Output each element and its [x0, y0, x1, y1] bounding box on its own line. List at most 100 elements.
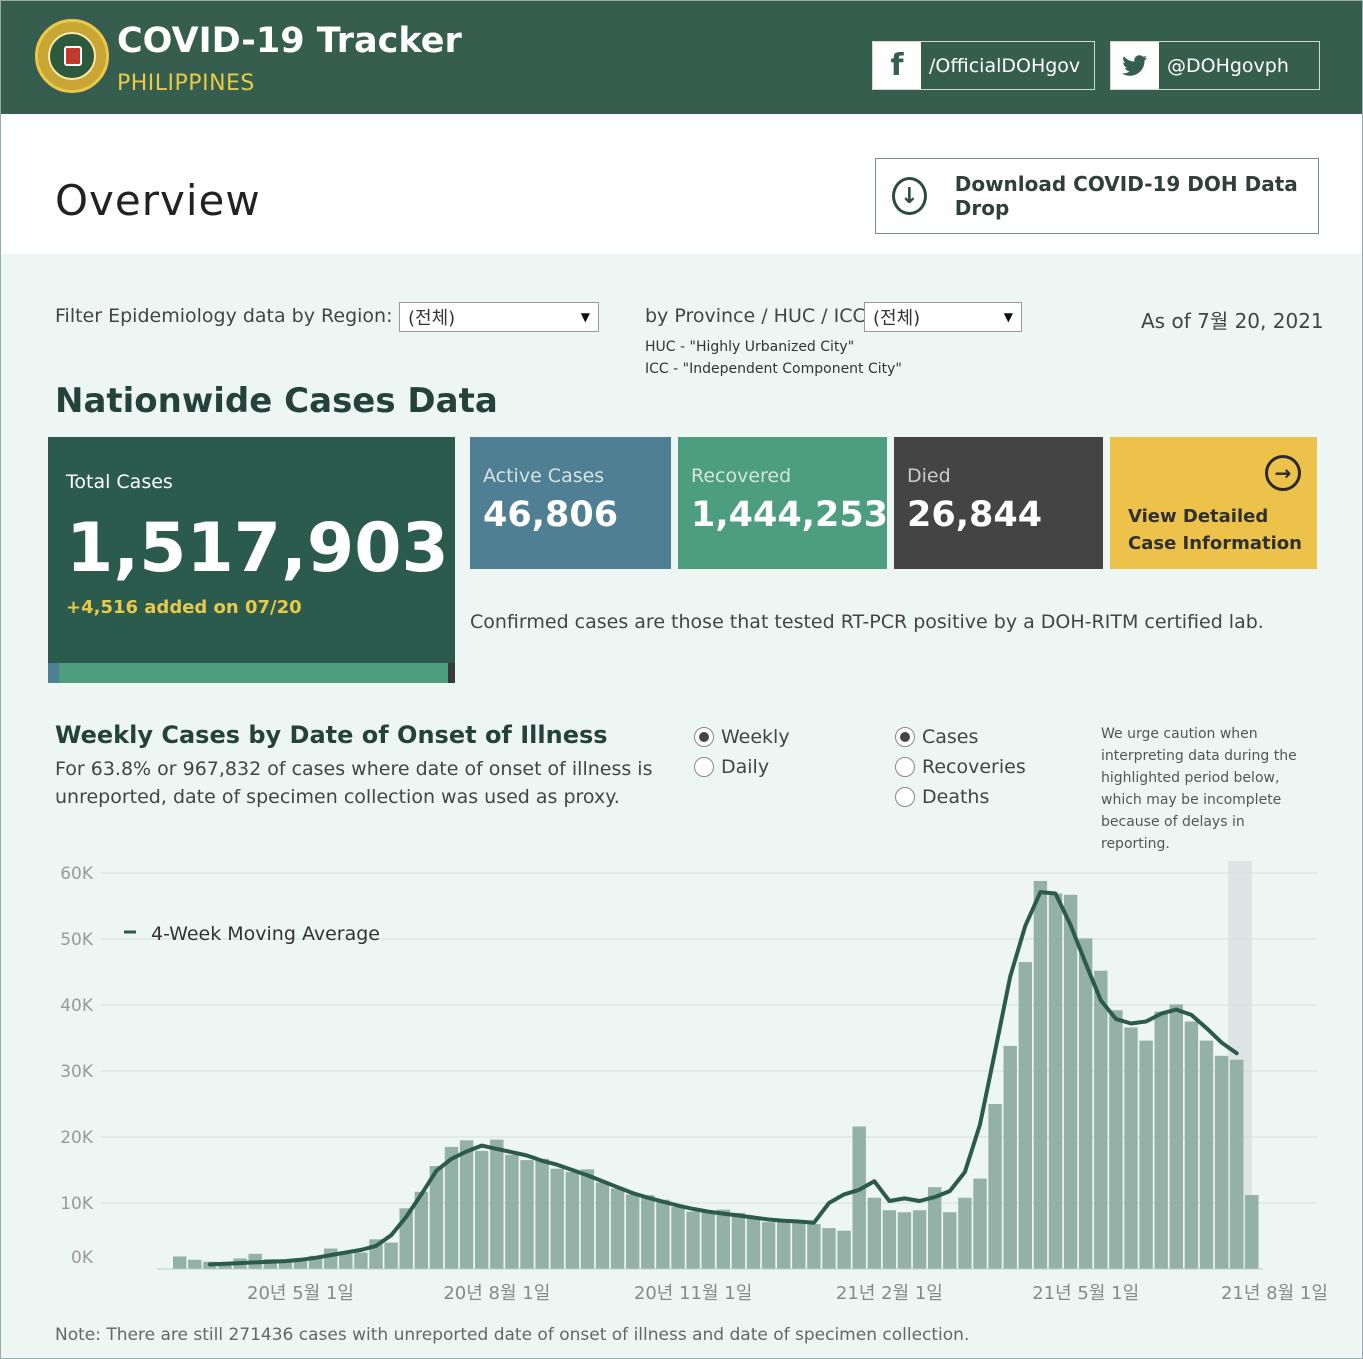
facebook-icon: f — [873, 42, 921, 89]
active-cases-label: Active Cases — [483, 465, 605, 487]
weekly-bar — [882, 1210, 897, 1269]
weekly-bar — [988, 1104, 1002, 1269]
weekly-bar — [595, 1182, 610, 1269]
radio-selected-icon — [895, 727, 915, 747]
arrow-right-circle-icon: → — [1265, 455, 1301, 491]
weekly-bar — [550, 1168, 564, 1269]
weekly-bar — [1124, 1027, 1138, 1269]
total-cases-label: Total Cases — [66, 471, 173, 493]
facebook-link[interactable]: f /OfficialDOHgov — [872, 41, 1095, 90]
x-tick-label: 21년 8월 1일 — [1221, 1283, 1328, 1304]
facebook-handle: /OfficialDOHgov — [929, 54, 1081, 77]
overview-band: Overview ↓ Download COVID-19 DOH Data Dr… — [1, 114, 1362, 254]
recovered-value: 1,444,253 — [691, 495, 889, 535]
weekly-bar — [1245, 1195, 1259, 1269]
weekly-bar — [1048, 893, 1063, 1269]
y-tick-label: 0K — [71, 1248, 94, 1268]
y-tick-label: 10K — [60, 1194, 94, 1214]
total-cases-card: Total Cases 1,517,903 +4,516 added on 07… — [48, 437, 455, 683]
recovered-card: Recovered 1,444,253 — [678, 437, 889, 569]
nationwide-title: Nationwide Cases Data — [55, 381, 498, 421]
dropdown-arrow-icon: ▼ — [580, 310, 590, 324]
radio-recoveries[interactable]: Recoveries — [895, 756, 1026, 778]
radio-selected-icon — [694, 727, 714, 747]
twitter-icon — [1111, 42, 1159, 89]
weekly-bar — [278, 1259, 293, 1269]
weekly-bar — [475, 1150, 489, 1269]
x-tick-label: 21년 5월 1일 — [1032, 1283, 1139, 1304]
weekly-cases-chart: 0K 10K 20K 30K 40K 50K 60K 4-Week Moving Averag… — [60, 861, 1328, 1304]
huc-note: HUC - "Highly Urbanized City" — [645, 339, 855, 355]
weekly-bar — [852, 1126, 866, 1269]
weekly-bar — [731, 1212, 746, 1269]
weekly-bar — [928, 1187, 942, 1269]
weekly-bar — [1109, 1010, 1123, 1269]
caution-note: We urge caution when interpreting data d… — [1101, 726, 1297, 852]
weekly-bar — [716, 1209, 730, 1269]
radio-unselected-icon — [694, 757, 714, 777]
x-tick-label: 20년 11월 1일 — [634, 1283, 752, 1304]
y-tick-label: 30K — [60, 1062, 94, 1082]
download-data-drop-button[interactable]: ↓ Download COVID-19 DOH Data Drop — [875, 158, 1319, 234]
weekly-bar — [1230, 1059, 1244, 1269]
x-tick-label: 20년 5월 1일 — [247, 1283, 354, 1304]
x-tick-label: 21년 2월 1일 — [836, 1283, 943, 1304]
confirmed-cases-note: Confirmed cases are those that tested RT… — [470, 611, 1264, 633]
twitter-link[interactable]: @DOHgovph — [1110, 41, 1320, 90]
radio-unselected-icon — [895, 787, 915, 807]
moving-average-line — [207, 890, 1239, 1267]
radio-daily[interactable]: Daily — [694, 756, 769, 778]
recovered-label: Recovered — [691, 465, 792, 487]
view-detailed-case-button[interactable]: → View Detailed Case Information — [1110, 437, 1317, 569]
weekly-bar — [490, 1139, 504, 1269]
province-filter-label: by Province / HUC / ICC: — [645, 305, 873, 327]
weekly-bar — [1018, 962, 1032, 1269]
weekly-bar — [414, 1191, 428, 1269]
total-cases-delta: +4,516 added on 07/20 — [66, 597, 302, 618]
weekly-bar — [686, 1211, 700, 1269]
weekly-bar — [1033, 880, 1048, 1269]
x-tick-label: 20년 8월 1일 — [443, 1283, 550, 1304]
weekly-bar — [1063, 894, 1078, 1269]
region-dropdown-value: (전체) — [408, 308, 456, 329]
weekly-bar — [701, 1210, 715, 1269]
case-breakdown-bar — [48, 663, 455, 683]
weekly-bar — [1199, 1040, 1214, 1269]
weekly-bar — [761, 1222, 776, 1269]
region-dropdown[interactable]: (전체) ▼ — [399, 302, 599, 332]
died-label: Died — [907, 465, 951, 487]
radio-weekly[interactable]: Weekly — [694, 726, 790, 748]
radio-deaths[interactable]: Deaths — [895, 786, 989, 808]
weekly-bar — [429, 1166, 444, 1269]
weekly-bar — [958, 1197, 972, 1269]
as-of-date: As of 7월 20, 2021 — [1141, 309, 1324, 333]
radio-recoveries-label: Recoveries — [922, 756, 1026, 778]
download-arrow-icon: ↓ — [892, 177, 927, 215]
died-share-segment — [448, 663, 455, 683]
weekly-bar — [324, 1248, 338, 1269]
weekly-bar — [777, 1221, 791, 1269]
weekly-bar — [354, 1252, 368, 1269]
weekly-bar — [384, 1242, 398, 1269]
radio-cases-label: Cases — [922, 726, 979, 748]
weekly-bar — [656, 1199, 670, 1269]
weekly-bar — [339, 1253, 353, 1269]
y-tick-label: 20K — [60, 1128, 94, 1148]
download-button-label: Download COVID-19 DOH Data Drop — [954, 172, 1298, 220]
province-dropdown-value: (전체) — [873, 308, 921, 329]
radio-daily-label: Daily — [721, 756, 770, 778]
weekly-bar — [535, 1158, 549, 1269]
total-cases-value: 1,517,903 — [66, 509, 449, 588]
weekly-bar — [263, 1259, 277, 1269]
app-title: COVID-19 Tracker — [117, 21, 462, 61]
app-subtitle: PHILIPPINES — [117, 71, 255, 96]
weekly-bar — [897, 1212, 912, 1269]
weekly-bar — [444, 1146, 459, 1269]
radio-cases[interactable]: Cases — [895, 726, 978, 748]
province-dropdown[interactable]: (전체) ▼ — [864, 302, 1022, 332]
weekly-bar — [1139, 1040, 1153, 1269]
weekly-bar — [459, 1140, 474, 1269]
y-tick-label: 40K — [60, 996, 94, 1016]
top-bar: COVID-19 Tracker PHILIPPINES f /Official… — [1, 1, 1362, 114]
